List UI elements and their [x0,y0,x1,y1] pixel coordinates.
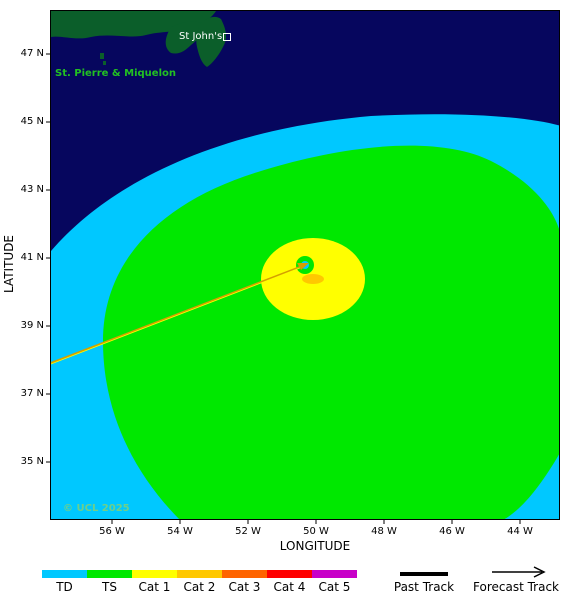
x-axis-title: LONGITUDE [279,539,351,553]
forecast-track-label: Forecast Track [473,580,559,594]
legend-swatch-ts [87,570,132,578]
legend-swatch-td [42,570,87,578]
y-tick-label-45n: 45 N [20,116,44,127]
y-tick-label-35n: 35 N [20,456,44,467]
st-johns-marker [223,33,231,41]
map-panel: St John's St. Pierre & Miquelon © UCL 20… [50,10,560,520]
x-tick-label-54w: 54 W [167,526,193,537]
watermark: © UCL 2025 [63,503,130,514]
forecast-track-highlight [51,265,306,365]
x-tick-label-44w: 44 W [507,526,533,537]
x-tick-label-48w: 48 W [371,526,397,537]
past-track-symbol [400,572,448,576]
y-tick-label-43n: 43 N [20,184,44,195]
legend-label-cat5: Cat 5 [318,580,351,594]
miquelon-island [103,61,106,65]
cat2-wind-zone [302,274,324,284]
legend-label-ts: TS [102,580,117,594]
x-tick-label-46w: 46 W [439,526,465,537]
x-tick-label-56w: 56 W [99,526,125,537]
forecast-track-arrowhead [297,263,309,270]
x-tick-label-52w: 52 W [235,526,261,537]
legend-label-cat2: Cat 2 [183,580,216,594]
legend-swatch-cat2 [177,570,222,578]
legend-swatch-cat4 [267,570,312,578]
legend-swatch-cat5 [312,570,357,578]
y-tick-label-39n: 39 N [20,320,44,331]
y-tick-label-41n: 41 N [20,252,44,263]
st-pierre-label: St. Pierre & Miquelon [55,68,176,79]
legend-swatch-cat1 [132,570,177,578]
st-johns-label: St John's [179,31,223,42]
y-tick-label-47n: 47 N [20,48,44,59]
legend-label-cat4: Cat 4 [273,580,306,594]
past-track-label: Past Track [393,580,455,594]
ts-wind-zone [103,145,559,519]
y-tick-label-37n: 37 N [20,388,44,399]
legend-label-cat3: Cat 3 [228,580,261,594]
forecast-track-arrow-icon [492,566,546,578]
forecast-track-line [51,264,306,364]
avalon-land [165,21,203,54]
avalon-peninsula-land [196,16,227,67]
legend-label-cat1: Cat 1 [138,580,171,594]
legend-swatch-cat3 [222,570,267,578]
map-canvas [51,11,559,519]
st-pierre-island [100,53,104,59]
legend-label-td: TD [56,580,73,594]
y-axis-title: LATITUDE [2,234,16,294]
x-tick-label-50w: 50 W [303,526,329,537]
newfoundland-land [51,11,216,39]
